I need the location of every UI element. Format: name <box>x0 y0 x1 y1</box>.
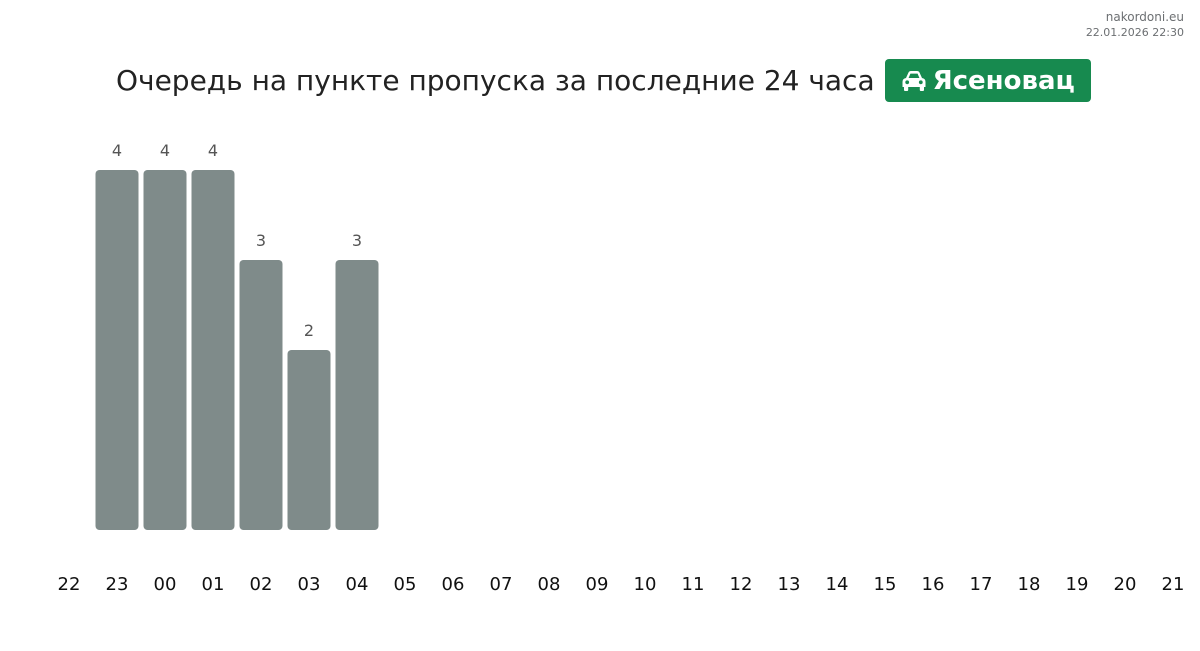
x-tick-label: 15 <box>874 574 897 595</box>
x-tick-label: 01 <box>202 574 225 595</box>
bar-02 <box>239 260 283 530</box>
chart-header: Очередь на пункте пропуска за последние … <box>116 59 1091 102</box>
bar-00 <box>143 170 187 530</box>
x-tick-label: 10 <box>634 574 657 595</box>
bar-03 <box>287 350 331 530</box>
x-tick-label: 07 <box>490 574 513 595</box>
x-tick-label: 23 <box>106 574 129 595</box>
x-tick-label: 11 <box>682 574 705 595</box>
checkpoint-badge: Ясеновац <box>884 59 1091 102</box>
x-tick-label: 13 <box>778 574 801 595</box>
x-tick-label: 05 <box>394 574 417 595</box>
watermark-site: nakordoni.eu <box>1105 10 1184 24</box>
bar-value-label: 4 <box>112 141 122 160</box>
x-tick-label: 04 <box>346 574 369 595</box>
bar-value-label: 4 <box>208 141 218 160</box>
watermark-datetime: 22.01.2026 22:30 <box>1085 26 1184 39</box>
x-tick-label: 20 <box>1114 574 1137 595</box>
car-icon <box>902 70 926 91</box>
bar-value-label: 4 <box>160 141 170 160</box>
x-tick-label: 08 <box>538 574 561 595</box>
x-tick-label: 00 <box>154 574 177 595</box>
x-tick-label: 19 <box>1066 574 1089 595</box>
x-tick-label: 16 <box>922 574 945 595</box>
x-tick-label: 03 <box>298 574 321 595</box>
x-tick-label: 12 <box>730 574 753 595</box>
x-tick-label: 02 <box>250 574 273 595</box>
checkpoint-name: Ясеновац <box>932 65 1075 96</box>
x-tick-label: 21 <box>1162 574 1185 595</box>
x-tick-label: 22 <box>58 574 81 595</box>
x-tick-label: 17 <box>970 574 993 595</box>
x-tick-label: 06 <box>442 574 465 595</box>
bar-value-label: 2 <box>304 321 314 340</box>
bar-01 <box>191 170 235 530</box>
x-tick-label: 09 <box>586 574 609 595</box>
bar-value-label: 3 <box>352 231 362 250</box>
bar-23 <box>95 170 139 530</box>
x-tick-label: 18 <box>1018 574 1041 595</box>
x-tick-label: 14 <box>826 574 849 595</box>
chart-title: Очередь на пункте пропуска за последние … <box>116 64 875 97</box>
bar-value-label: 3 <box>256 231 266 250</box>
watermark: nakordoni.eu 22.01.2026 22:30 <box>1086 9 1184 41</box>
bar-04 <box>335 260 379 530</box>
